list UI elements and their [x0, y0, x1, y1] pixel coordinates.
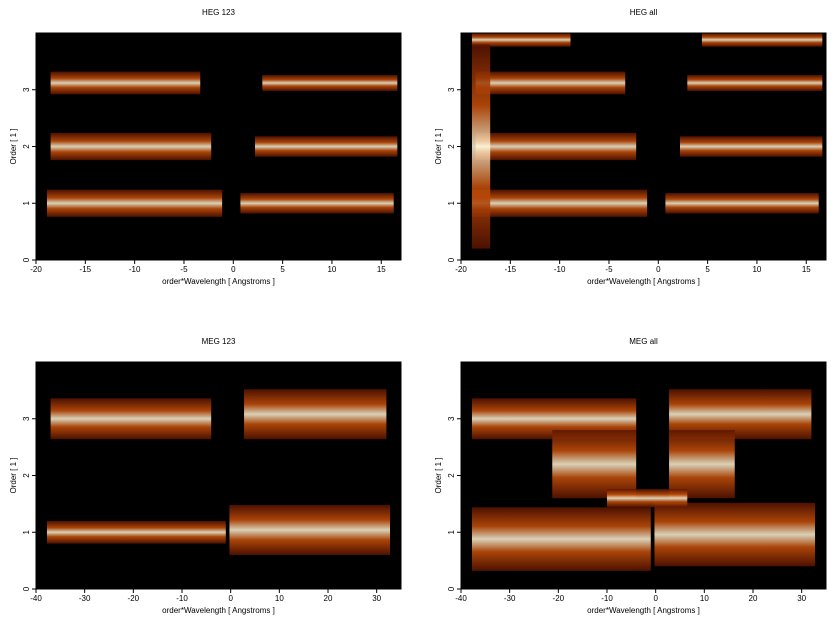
y-tick-label: 3 — [22, 87, 31, 92]
intensity-band — [471, 507, 651, 571]
x-tick-label: 0 — [228, 594, 233, 603]
intensity-band — [607, 489, 688, 508]
plot-frame — [460, 32, 827, 261]
x-tick-label: -10 — [554, 265, 566, 274]
y-tick-label: 2 — [447, 144, 456, 149]
plot-frame — [460, 361, 827, 590]
x-tick-label: 5 — [705, 265, 710, 274]
chart-title: MEG 123 — [202, 337, 236, 346]
x-tick-label: 0 — [653, 594, 658, 603]
x-tick-label: 10 — [275, 594, 284, 603]
y-tick-label: 2 — [22, 473, 31, 478]
y-tick-label: 1 — [22, 200, 31, 205]
x-tick-label: -40 — [455, 594, 467, 603]
x-tick-label: -5 — [180, 265, 188, 274]
y-tick-label: 3 — [447, 416, 456, 421]
y-axis-label: Order [ 1 ] — [9, 457, 18, 493]
x-tick-label: -20 — [455, 265, 467, 274]
y-tick-label: 1 — [447, 529, 456, 534]
y-tick-label: 2 — [447, 473, 456, 478]
intensity-band — [701, 33, 823, 47]
y-tick-label: 1 — [447, 200, 456, 205]
x-tick-label: -20 — [553, 594, 565, 603]
x-tick-label: -10 — [129, 265, 141, 274]
y-axis-label: Order [ 1 ] — [434, 457, 443, 493]
intensity-band — [471, 189, 648, 217]
x-tick-label: 0 — [231, 265, 236, 274]
x-tick-label: -20 — [30, 265, 42, 274]
x-tick-label: 0 — [656, 265, 661, 274]
x-tick-label: 10 — [700, 594, 709, 603]
intensity-band — [240, 193, 394, 214]
y-tick-label: 0 — [22, 257, 31, 262]
y-axis-label: Order [ 1 ] — [434, 128, 443, 164]
y-tick-label: 3 — [22, 416, 31, 421]
intensity-band — [654, 502, 816, 567]
y-tick-label: 2 — [22, 144, 31, 149]
x-tick-label: -40 — [30, 594, 42, 603]
x-tick-label: -15 — [80, 265, 92, 274]
intensity-band — [471, 33, 571, 47]
x-tick-label: -30 — [504, 594, 516, 603]
intensity-band — [46, 189, 223, 217]
y-axis-label: Order [ 1 ] — [9, 128, 18, 164]
intensity-band — [244, 389, 387, 440]
x-tick-label: -10 — [601, 594, 613, 603]
intensity-band — [687, 74, 823, 91]
x-tick-label: 20 — [324, 594, 333, 603]
intensity-band — [50, 398, 212, 440]
intensity-band — [50, 71, 201, 95]
intensity-band — [669, 430, 735, 499]
intensity-band — [50, 132, 212, 161]
x-tick-label: -10 — [176, 594, 188, 603]
x-tick-label: 30 — [797, 594, 806, 603]
intensity-band — [46, 520, 226, 544]
x-tick-label: -5 — [605, 265, 613, 274]
intensity-band — [680, 136, 823, 157]
y-tick-label: 1 — [22, 529, 31, 534]
chart-title: HEG all — [630, 8, 658, 17]
chart-title: HEG 123 — [202, 8, 235, 17]
intensity-band — [262, 74, 398, 91]
intensity-band — [665, 193, 819, 214]
intensity-band — [475, 71, 626, 95]
x-tick-label: 10 — [752, 265, 761, 274]
intensity-band — [471, 44, 491, 249]
x-tick-label: 5 — [280, 265, 285, 274]
y-tick-label: 3 — [447, 87, 456, 92]
intensity-band — [255, 136, 398, 157]
x-axis-label: order*Wavelength [ Angstroms ] — [162, 606, 275, 615]
x-axis-label: order*Wavelength [ Angstroms ] — [162, 277, 275, 286]
x-tick-label: -30 — [79, 594, 91, 603]
y-tick-label: 0 — [22, 586, 31, 591]
x-tick-label: 15 — [802, 265, 811, 274]
x-axis-label: order*Wavelength [ Angstroms ] — [587, 277, 700, 286]
x-tick-label: 10 — [327, 265, 336, 274]
x-tick-label: 30 — [372, 594, 381, 603]
x-axis-label: order*Wavelength [ Angstroms ] — [587, 606, 700, 615]
plot-frame — [35, 361, 402, 590]
y-tick-label: 0 — [447, 257, 456, 262]
plot-frame — [35, 32, 402, 261]
intensity-band — [552, 430, 637, 499]
x-tick-label: -20 — [128, 594, 140, 603]
x-tick-label: 15 — [377, 265, 386, 274]
intensity-band — [229, 505, 391, 555]
y-tick-label: 0 — [447, 586, 456, 591]
x-tick-label: -15 — [505, 265, 517, 274]
intensity-band — [475, 132, 637, 161]
chart-title: MEG all — [629, 337, 658, 346]
x-tick-label: 20 — [749, 594, 758, 603]
